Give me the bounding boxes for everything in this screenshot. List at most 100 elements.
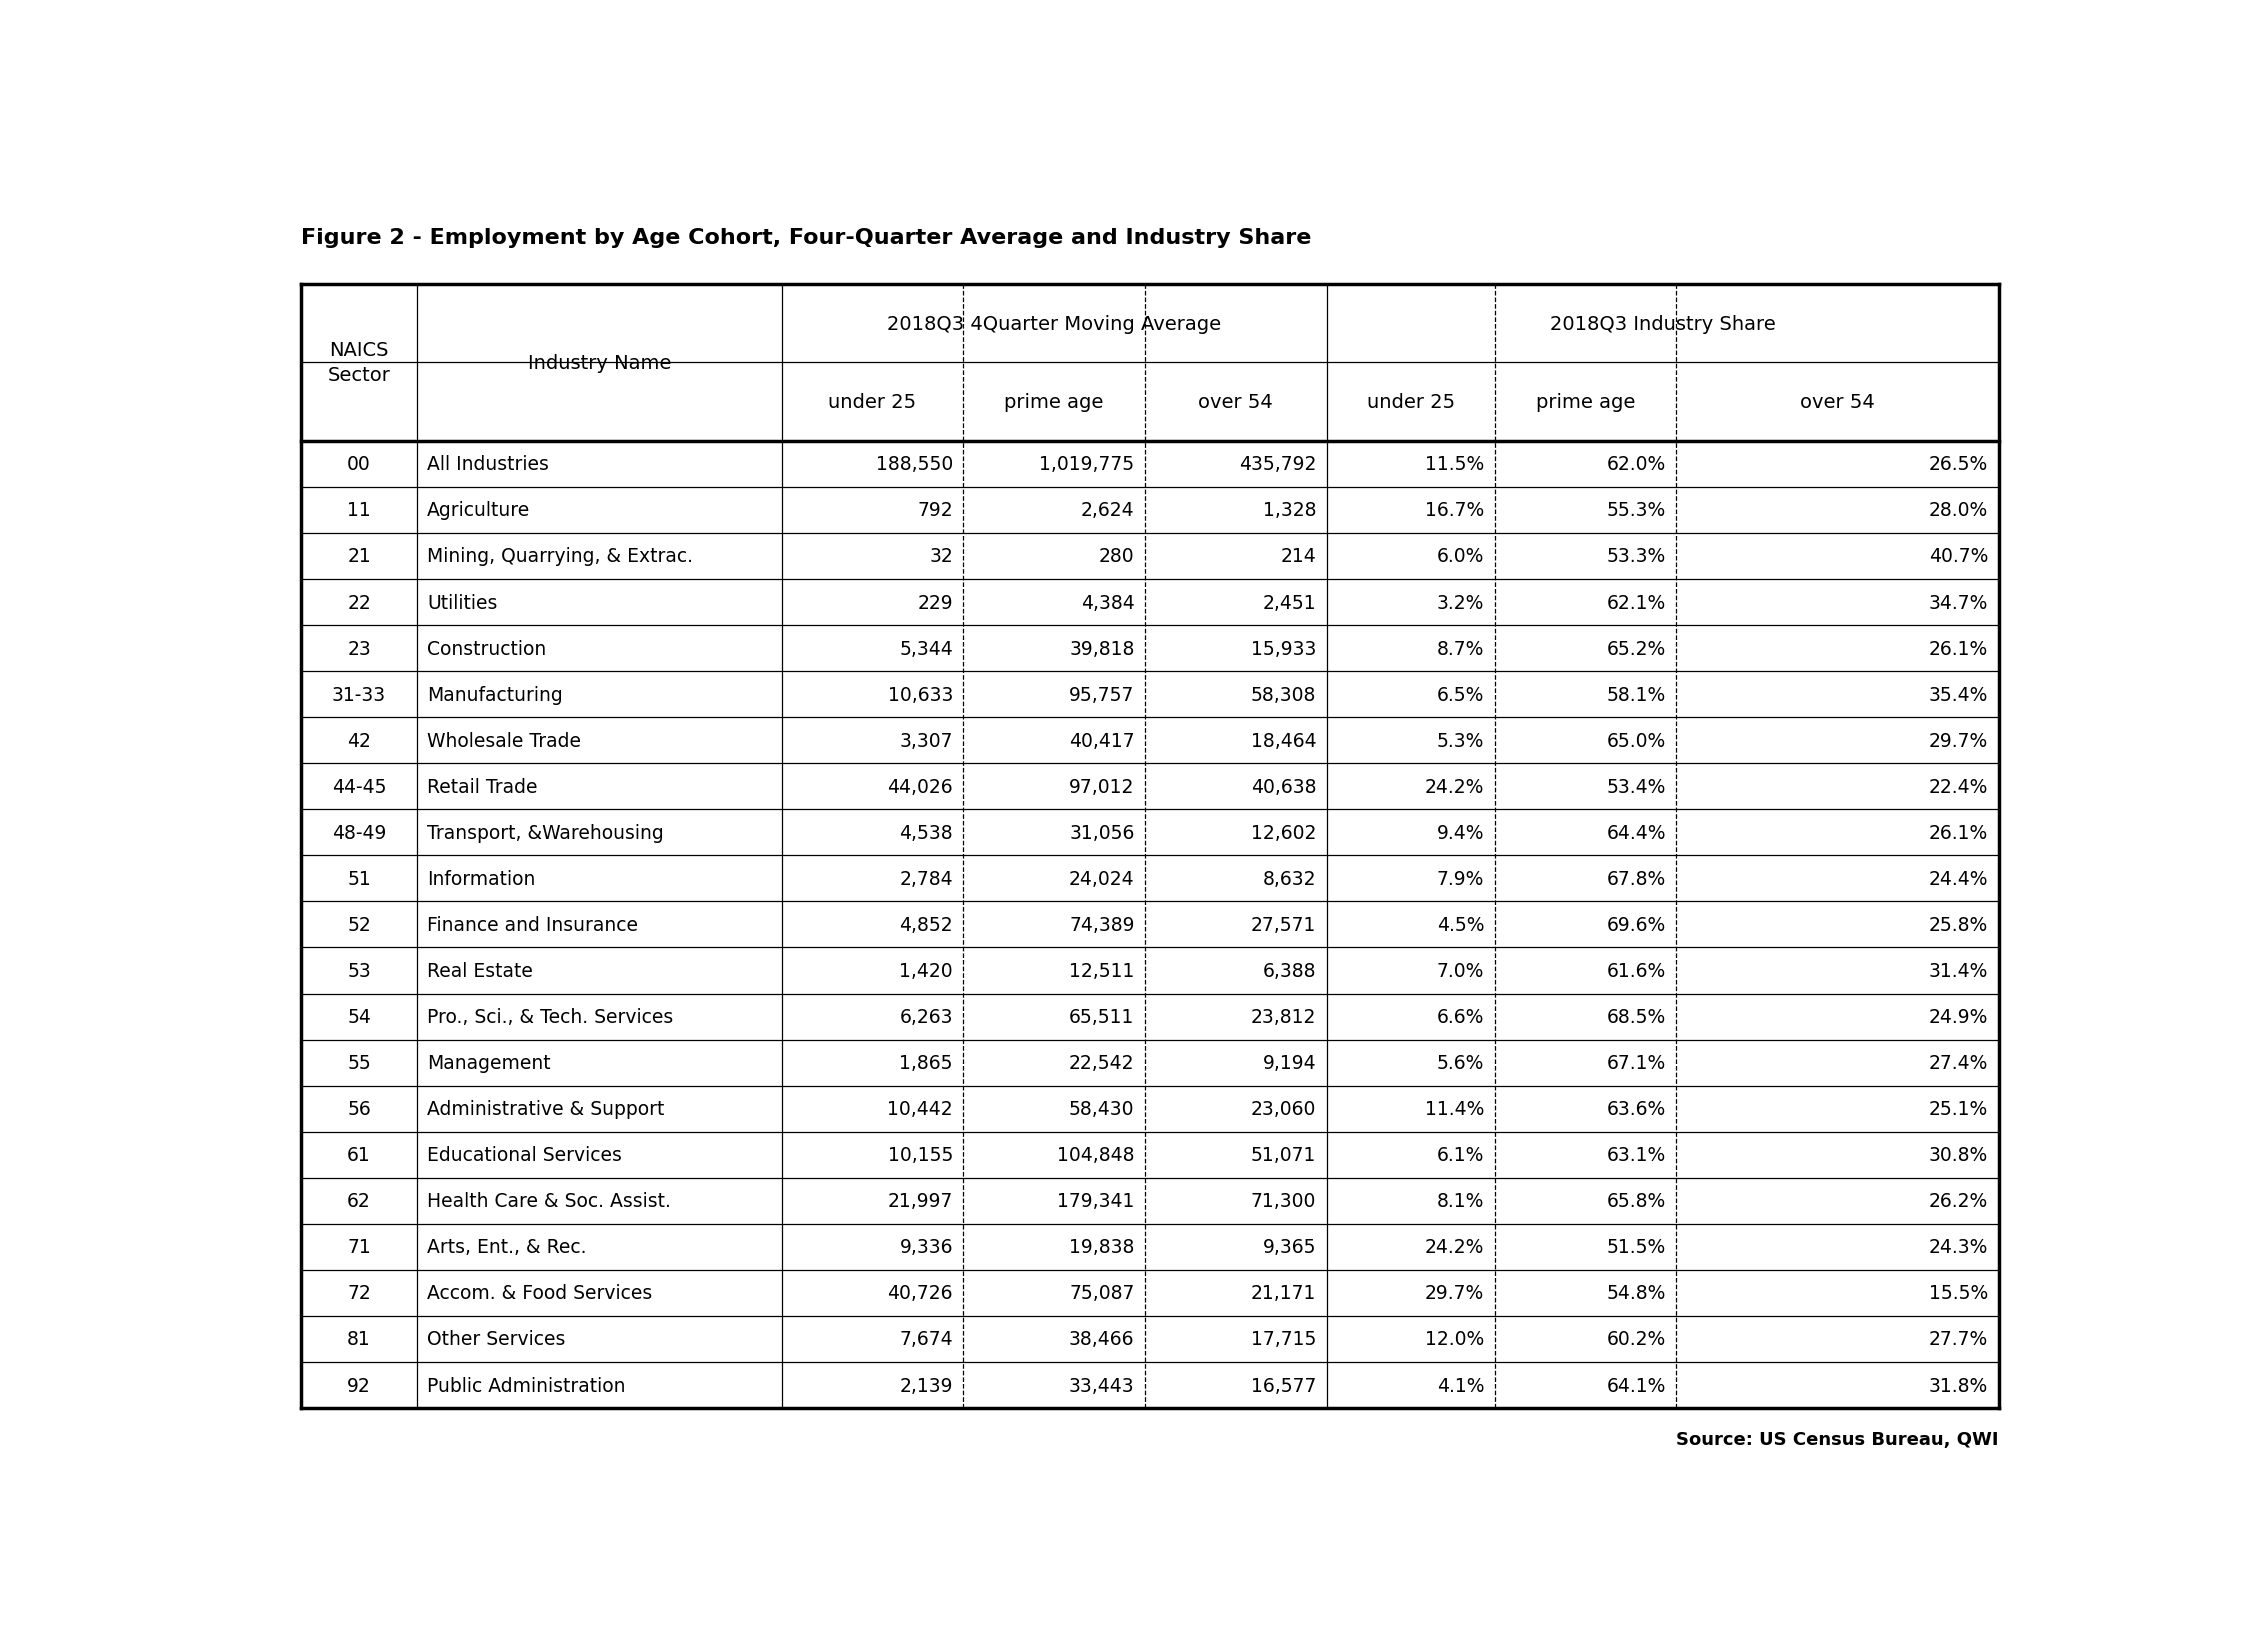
Text: 792: 792 <box>918 502 954 520</box>
Text: 19,838: 19,838 <box>1068 1237 1135 1257</box>
Text: 6.6%: 6.6% <box>1436 1008 1483 1026</box>
Text: Source: US Census Bureau, QWI: Source: US Census Bureau, QWI <box>1676 1431 1999 1449</box>
Text: 39,818: 39,818 <box>1068 639 1135 659</box>
Text: 4.1%: 4.1% <box>1436 1375 1483 1395</box>
Text: 27.4%: 27.4% <box>1930 1054 1988 1072</box>
Text: Finance and Insurance: Finance and Insurance <box>426 916 637 934</box>
Text: 53.4%: 53.4% <box>1607 777 1665 797</box>
Text: 25.1%: 25.1% <box>1930 1100 1988 1118</box>
Text: 229: 229 <box>918 593 954 611</box>
Text: over 54: over 54 <box>1800 393 1874 411</box>
Text: 9,194: 9,194 <box>1263 1054 1317 1072</box>
Text: 26.2%: 26.2% <box>1930 1192 1988 1211</box>
Text: prime age: prime age <box>1535 393 1636 411</box>
Text: 61.6%: 61.6% <box>1607 962 1665 980</box>
Text: 2,451: 2,451 <box>1263 593 1317 611</box>
Text: 24.3%: 24.3% <box>1930 1237 1988 1257</box>
Text: under 25: under 25 <box>1367 393 1454 411</box>
Text: 55.3%: 55.3% <box>1607 502 1665 520</box>
Text: 4,384: 4,384 <box>1082 593 1135 611</box>
Text: 27.7%: 27.7% <box>1930 1329 1988 1349</box>
Text: 30.8%: 30.8% <box>1930 1146 1988 1165</box>
Text: 51: 51 <box>348 869 370 888</box>
Text: 5.6%: 5.6% <box>1436 1054 1483 1072</box>
Text: 9.4%: 9.4% <box>1436 823 1483 842</box>
Text: 58,308: 58,308 <box>1250 685 1317 705</box>
Text: Accom. & Food Services: Accom. & Food Services <box>426 1283 653 1303</box>
Text: 10,155: 10,155 <box>889 1146 954 1165</box>
Text: 71: 71 <box>348 1237 370 1257</box>
Text: Figure 2 - Employment by Age Cohort, Four-Quarter Average and Industry Share: Figure 2 - Employment by Age Cohort, Fou… <box>301 228 1313 247</box>
Text: 72: 72 <box>348 1283 370 1303</box>
Text: 6.5%: 6.5% <box>1436 685 1483 705</box>
Text: 34.7%: 34.7% <box>1930 593 1988 611</box>
Text: 435,792: 435,792 <box>1239 456 1317 474</box>
Text: Retail Trade: Retail Trade <box>426 777 539 797</box>
Text: 31.4%: 31.4% <box>1930 962 1988 980</box>
Text: 9,336: 9,336 <box>900 1237 954 1257</box>
Text: 15,933: 15,933 <box>1250 639 1317 659</box>
Text: 16,577: 16,577 <box>1250 1375 1317 1395</box>
Text: 11: 11 <box>348 502 370 520</box>
Text: 44,026: 44,026 <box>886 777 954 797</box>
Text: 2,784: 2,784 <box>900 869 954 888</box>
Text: 6,388: 6,388 <box>1263 962 1317 980</box>
Text: 15.5%: 15.5% <box>1930 1283 1988 1303</box>
Text: 71,300: 71,300 <box>1250 1192 1317 1211</box>
Text: 40,417: 40,417 <box>1068 731 1135 751</box>
Text: 33,443: 33,443 <box>1068 1375 1135 1395</box>
Text: 95,757: 95,757 <box>1068 685 1135 705</box>
Text: Information: Information <box>426 869 536 888</box>
Text: Transport, &Warehousing: Transport, &Warehousing <box>426 823 664 842</box>
Text: 62.1%: 62.1% <box>1607 593 1665 611</box>
Text: 53.3%: 53.3% <box>1607 547 1665 565</box>
Text: 64.1%: 64.1% <box>1607 1375 1665 1395</box>
Text: All Industries: All Industries <box>426 456 550 474</box>
Text: 28.0%: 28.0% <box>1930 502 1988 520</box>
Text: Industry Name: Industry Name <box>527 354 671 372</box>
Text: 26.1%: 26.1% <box>1930 823 1988 842</box>
Text: 7.9%: 7.9% <box>1436 869 1483 888</box>
Text: 31,056: 31,056 <box>1068 823 1135 842</box>
Text: 24,024: 24,024 <box>1068 869 1135 888</box>
Text: 65.2%: 65.2% <box>1607 639 1665 659</box>
Text: 3,307: 3,307 <box>900 731 954 751</box>
Text: Administrative & Support: Administrative & Support <box>426 1100 664 1118</box>
Text: 214: 214 <box>1281 547 1317 565</box>
Text: 97,012: 97,012 <box>1068 777 1135 797</box>
Text: 55: 55 <box>348 1054 370 1072</box>
Text: 24.2%: 24.2% <box>1425 777 1483 797</box>
Text: 61: 61 <box>348 1146 370 1165</box>
Text: Arts, Ent., & Rec.: Arts, Ent., & Rec. <box>426 1237 586 1257</box>
Text: 21,997: 21,997 <box>889 1192 954 1211</box>
Text: 74,389: 74,389 <box>1068 916 1135 934</box>
Text: Pro., Sci., & Tech. Services: Pro., Sci., & Tech. Services <box>426 1008 673 1026</box>
Text: 25.8%: 25.8% <box>1930 916 1988 934</box>
Text: 56: 56 <box>348 1100 370 1118</box>
Text: 2018Q3 4Quarter Moving Average: 2018Q3 4Quarter Moving Average <box>886 315 1221 334</box>
Text: 4,538: 4,538 <box>900 823 954 842</box>
Text: 44-45: 44-45 <box>332 777 386 797</box>
Text: 52: 52 <box>348 916 370 934</box>
Text: 2,139: 2,139 <box>900 1375 954 1395</box>
Text: 11.4%: 11.4% <box>1425 1100 1483 1118</box>
Text: 26.5%: 26.5% <box>1930 456 1988 474</box>
Text: under 25: under 25 <box>828 393 916 411</box>
Text: 188,550: 188,550 <box>875 456 954 474</box>
Text: 6,263: 6,263 <box>900 1008 954 1026</box>
Text: 42: 42 <box>348 731 370 751</box>
Text: 8.7%: 8.7% <box>1436 639 1483 659</box>
Text: 64.4%: 64.4% <box>1607 823 1665 842</box>
Text: 81: 81 <box>348 1329 370 1349</box>
Text: 75,087: 75,087 <box>1068 1283 1135 1303</box>
Text: 58.1%: 58.1% <box>1607 685 1665 705</box>
Text: 4.5%: 4.5% <box>1436 916 1483 934</box>
Text: 6.1%: 6.1% <box>1436 1146 1483 1165</box>
Text: 65.8%: 65.8% <box>1607 1192 1665 1211</box>
Text: 63.6%: 63.6% <box>1607 1100 1665 1118</box>
Text: Manufacturing: Manufacturing <box>426 685 563 705</box>
Text: 17,715: 17,715 <box>1250 1329 1317 1349</box>
Text: 21: 21 <box>348 547 370 565</box>
Text: 31-33: 31-33 <box>332 685 386 705</box>
Text: Utilities: Utilities <box>426 593 498 611</box>
